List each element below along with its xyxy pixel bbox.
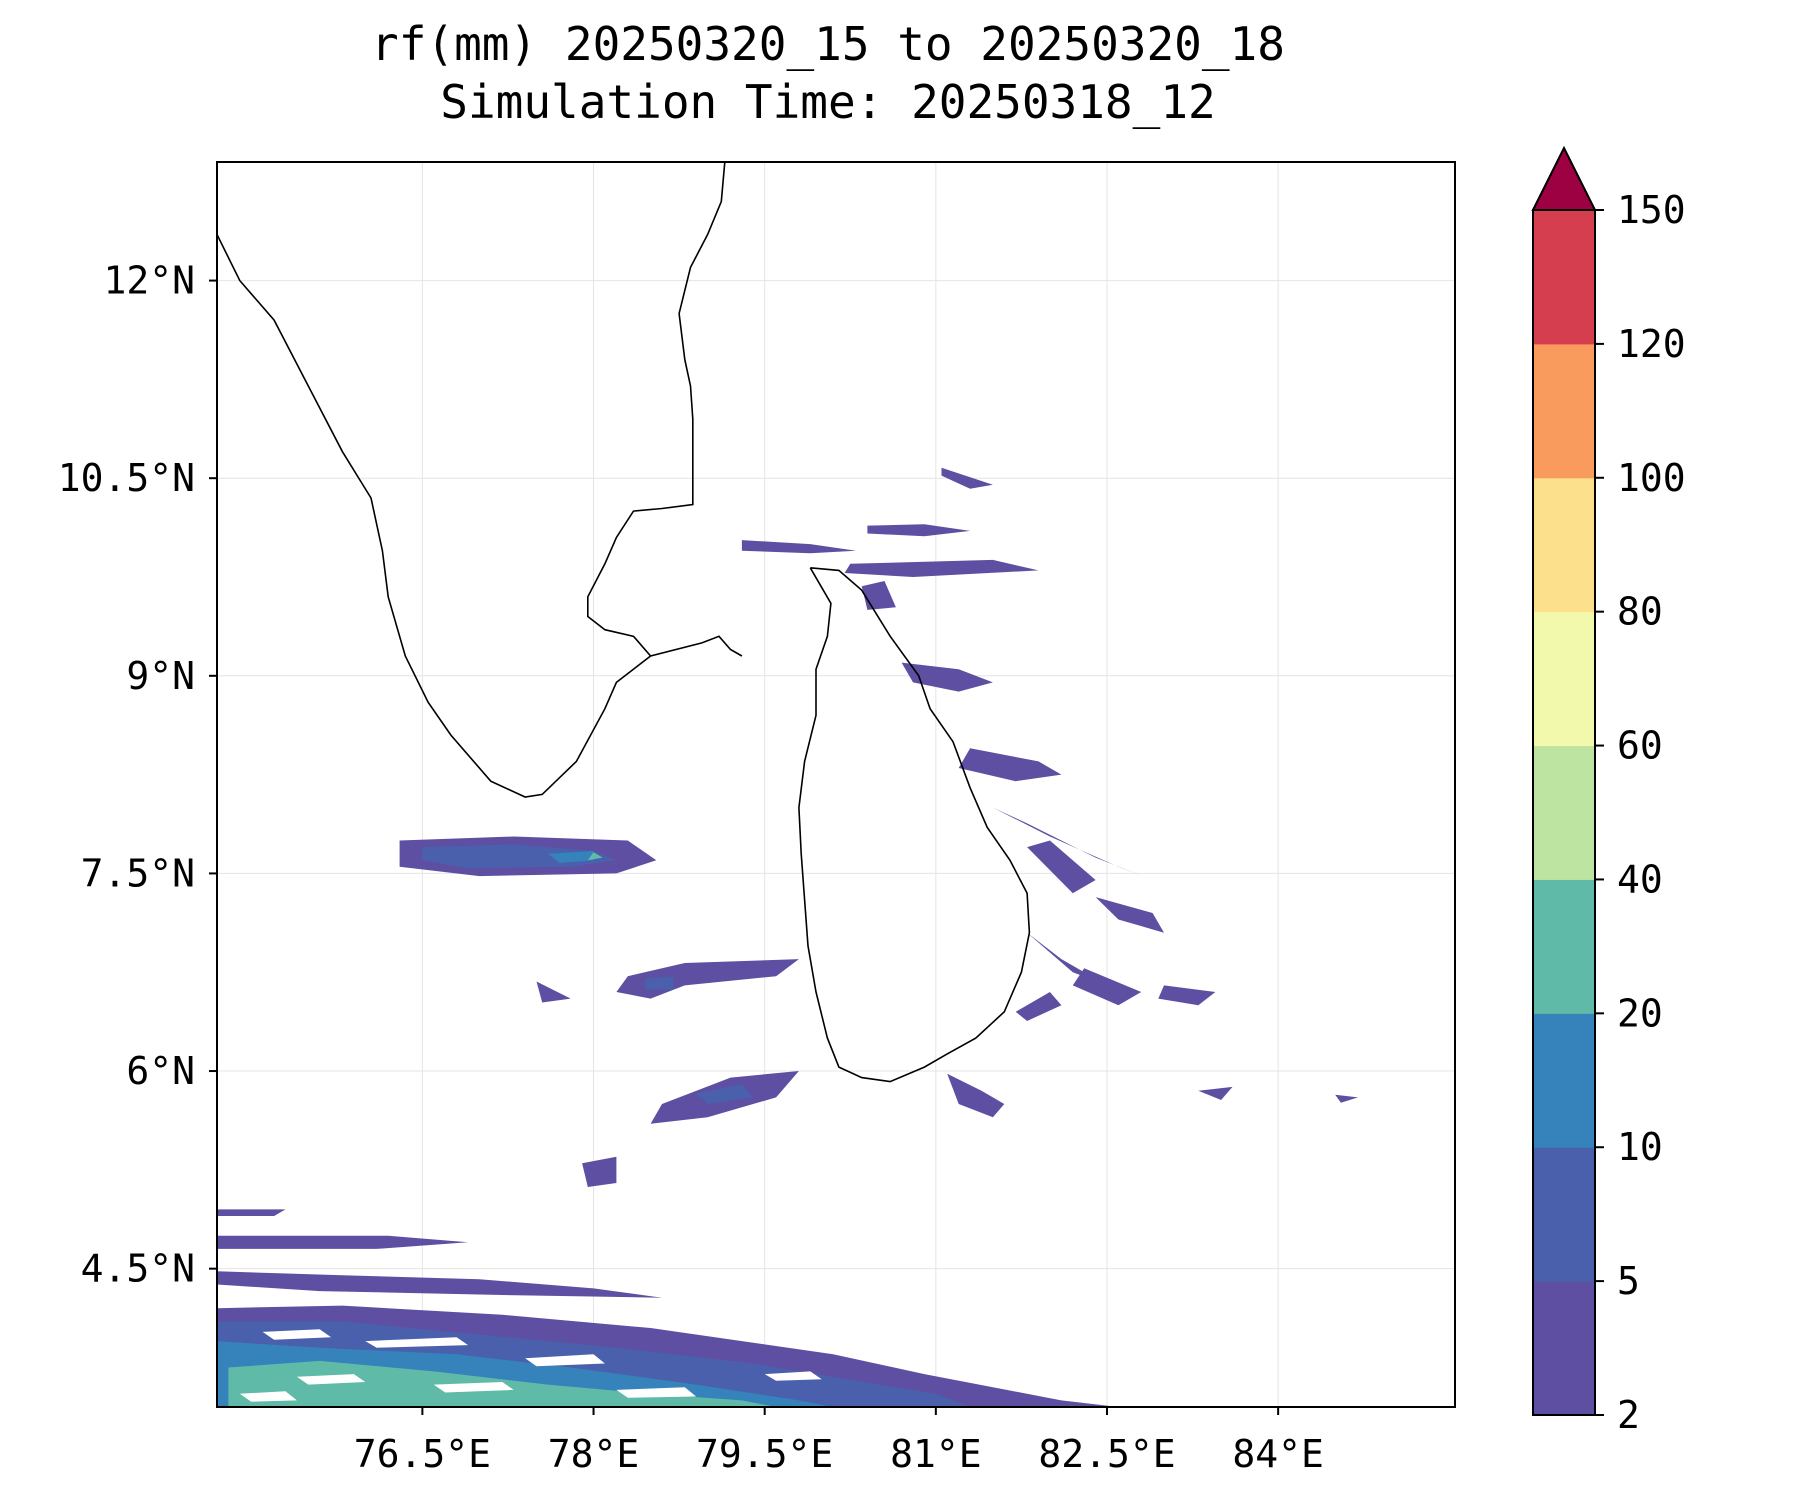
colorbar-segment (1533, 1281, 1595, 1416)
coastline-sri-lanka (798, 567, 1031, 1083)
rain-area (582, 1156, 617, 1187)
rain-gap (262, 1329, 332, 1340)
rain-gap (433, 1382, 514, 1393)
colorbar-tick-label: 150 (1617, 188, 1686, 232)
map-frame (216, 161, 1456, 1408)
rain-area (547, 851, 594, 863)
rain-gap (616, 1387, 697, 1398)
rain-area (696, 1084, 754, 1104)
rain-area (1198, 1086, 1233, 1100)
figure-title-line-1: rf(mm) 20250320_15 to 20250320_18 (371, 17, 1285, 71)
map-gridlines (217, 162, 1455, 1407)
rain-gap (239, 1391, 297, 1402)
y-tick-label: 7.5°N (81, 851, 195, 895)
rainfall-contours (217, 467, 1358, 1407)
rain-area (867, 524, 971, 537)
rain-area (644, 976, 674, 990)
y-tick-label: 10.5°N (58, 456, 195, 500)
rain-area (1015, 992, 1062, 1021)
rain-area (958, 748, 1062, 782)
y-tick-label: 6°N (126, 1049, 195, 1093)
x-tick-label: 84°E (1232, 1432, 1324, 1476)
colorbar-extend-arrow (1531, 145, 1597, 211)
x-tick-label: 79.5°E (696, 1432, 833, 1476)
map-panel: 76.5°E 78°E 79.5°E 81°E 82.5°E 84°E 12°N 10.5°… (58, 161, 1456, 1476)
rain-area (217, 1271, 662, 1298)
rain-gap (365, 1337, 468, 1348)
y-tick-label: 9°N (126, 654, 195, 698)
rain-area (587, 852, 603, 861)
x-tick-label: 78°E (548, 1432, 640, 1476)
x-tick-label: 81°E (890, 1432, 982, 1476)
colorbar-tick-label: 120 (1617, 322, 1686, 366)
rain-area (1027, 840, 1096, 894)
rain-area (941, 467, 993, 489)
y-tick-label: 4.5°N (81, 1247, 195, 1291)
rain-gap (296, 1374, 366, 1385)
colorbar-tick-label: 20 (1617, 991, 1663, 1035)
colorbar-tick-label: 100 (1617, 456, 1686, 500)
colorbar-tick-label: 60 (1617, 724, 1663, 768)
colorbar-tick-label: 40 (1617, 857, 1663, 901)
rain-area (422, 844, 617, 869)
rain-area (217, 1209, 286, 1216)
rain-gap (525, 1354, 605, 1367)
colorbar-tick-label: 2 (1617, 1393, 1640, 1437)
colorbar-segment (1533, 210, 1595, 345)
rain-area (741, 540, 856, 554)
rain-area (1335, 1094, 1358, 1103)
latitude-tick-labels: 12°N 10.5°N 9°N 7.5°N 6°N 4.5°N (58, 259, 217, 1291)
rain-area (844, 559, 1039, 577)
rain-area (947, 1073, 1005, 1118)
rain-area (536, 981, 571, 1003)
colorbar: 2 5 10 20 40 60 80 100 120 150 (1531, 145, 1686, 1437)
colorbar-segment (1533, 1147, 1595, 1282)
x-tick-label: 82.5°E (1038, 1432, 1175, 1476)
coastline-india-west-coast (217, 234, 743, 798)
colorbar-frame (1532, 209, 1596, 1416)
colorbar-tick-label: 80 (1617, 590, 1663, 634)
colorbar-segment (1533, 477, 1595, 613)
colorbar-segment (1533, 879, 1595, 1014)
colorbar-segment (1533, 343, 1595, 479)
rain-area (1095, 897, 1164, 933)
rain-area (1072, 968, 1142, 1006)
y-tick-label: 12°N (103, 259, 195, 303)
x-tick-label: 76.5°E (354, 1432, 491, 1476)
map-background (217, 162, 1455, 1407)
figure-title-line-2: Simulation Time: 20250318_12 (440, 75, 1215, 129)
colorbar-segment (1533, 745, 1595, 880)
rain-area (1158, 985, 1216, 1006)
coastline-india-east-coast (586, 162, 726, 657)
colorbar-segment (1533, 1013, 1595, 1148)
coastlines (217, 162, 1031, 1083)
colorbar-tick-label: 10 (1617, 1125, 1663, 1169)
rain-gap (764, 1371, 822, 1381)
colorbar-tick-label: 5 (1617, 1259, 1640, 1303)
rain-area (217, 1235, 468, 1249)
rain-area (901, 662, 993, 692)
longitude-tick-labels: 76.5°E 78°E 79.5°E 81°E 82.5°E 84°E (354, 1407, 1324, 1476)
colorbar-segment (1533, 611, 1595, 747)
